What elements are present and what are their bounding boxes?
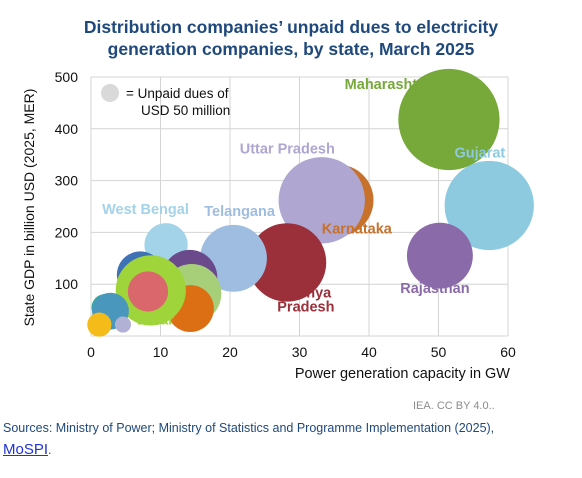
x-tick-label: 0 bbox=[87, 344, 95, 360]
annotation-karnataka: Karnataka bbox=[322, 221, 393, 237]
bubble-rajasthan bbox=[406, 222, 473, 289]
bubble-madhya-pradesh bbox=[247, 223, 327, 302]
y-tick-label: 100 bbox=[55, 276, 79, 292]
x-tick-label: 30 bbox=[292, 344, 308, 360]
bubble-uttar-pradesh bbox=[278, 157, 365, 244]
annotation-rajasthan: Rajasthan bbox=[400, 281, 469, 297]
legend-bubble-marker bbox=[101, 84, 119, 102]
y-tick-label: 400 bbox=[55, 121, 79, 137]
legend-text-line-1: = Unpaid dues of bbox=[126, 86, 229, 101]
x-tick-label: 50 bbox=[431, 344, 447, 360]
y-tick-label: 200 bbox=[55, 224, 79, 240]
annotation-maharashtra: Maharashtra bbox=[345, 77, 432, 93]
bubble-maharashtra bbox=[398, 68, 500, 171]
annotation-west-bengal: West Bengal bbox=[102, 202, 189, 218]
bubbles bbox=[87, 68, 534, 337]
chart-title: Distribution companies’ unpaid dues to e… bbox=[0, 16, 582, 60]
sources-text: Sources: Ministry of Power; Ministry of … bbox=[3, 421, 495, 435]
annotation-telangana: Telangana bbox=[204, 204, 276, 220]
bubble-13 bbox=[127, 271, 169, 312]
x-tick-label: 10 bbox=[153, 344, 169, 360]
annotation-gujarat: Gujarat bbox=[454, 145, 505, 161]
sources-note: Sources: Ministry of Power; Ministry of … bbox=[3, 418, 579, 461]
legend: = Unpaid dues of USD 50 million bbox=[101, 84, 230, 118]
x-tick-label: 20 bbox=[222, 344, 238, 360]
chart-title-line-1: Distribution companies’ unpaid dues to e… bbox=[83, 17, 499, 37]
bubble-chart: 0 10 20 30 40 50 60 100 200 300 400 500 Maharashtra… bbox=[21, 68, 534, 382]
annotations: Maharashtra Gujarat Uttar Pradesh Karnataka… bbox=[102, 77, 505, 329]
y-axis-label: State GDP in billion USD (2025, MER) bbox=[21, 89, 37, 327]
legend-text-line-2: USD 50 million bbox=[141, 103, 230, 118]
annotation-uttar-pradesh: Uttar Pradesh bbox=[240, 142, 335, 158]
mospi-link[interactable]: MoSPI bbox=[3, 441, 49, 458]
annotation-bihar: Bihar bbox=[137, 313, 174, 329]
y-tick-label: 300 bbox=[55, 173, 79, 189]
bubble-16 bbox=[87, 312, 112, 337]
y-tick-label: 500 bbox=[55, 69, 79, 85]
annotation-madhya: Madhya bbox=[277, 286, 332, 302]
annotation-pradesh: Pradesh bbox=[277, 300, 334, 316]
x-tick-label: 40 bbox=[361, 344, 377, 360]
x-axis-label: Power generation capacity in GW bbox=[295, 366, 510, 382]
sources-trailing: . bbox=[48, 443, 52, 457]
x-tick-label: 60 bbox=[500, 344, 516, 360]
credit-text: IEA. CC BY 4.0.. bbox=[413, 400, 495, 412]
bubble-17 bbox=[114, 316, 132, 333]
chart-title-line-2: generation companies, by state, March 20… bbox=[107, 39, 475, 59]
bubble-gujarat bbox=[444, 160, 534, 251]
axis-ticks: 0 10 20 30 40 50 60 100 200 300 400 500 bbox=[55, 69, 516, 360]
